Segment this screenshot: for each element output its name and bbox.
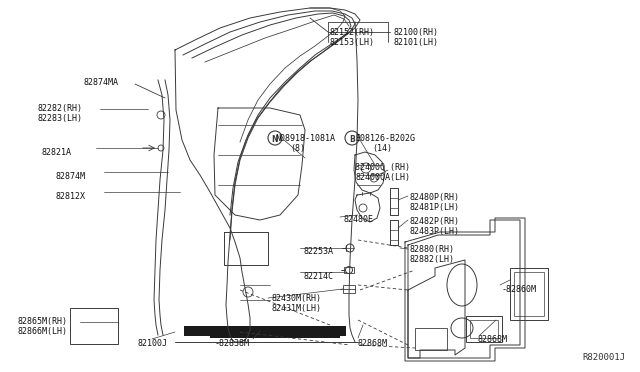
Text: 82400Q (RH): 82400Q (RH)	[355, 163, 410, 172]
Text: 82882(LH): 82882(LH)	[410, 255, 455, 264]
Text: 82874MA: 82874MA	[83, 78, 118, 87]
Text: B: B	[349, 135, 355, 144]
Text: 82481P(LH): 82481P(LH)	[410, 203, 460, 212]
Text: 82880(RH): 82880(RH)	[410, 245, 455, 254]
Text: (8): (8)	[290, 144, 305, 153]
Text: 82812X: 82812X	[56, 192, 86, 201]
Bar	[415, 328, 447, 350]
Text: R820001J: R820001J	[582, 353, 625, 362]
Text: 82214C: 82214C	[303, 272, 333, 281]
Bar	[70, 308, 118, 344]
Text: 82431M(LH): 82431M(LH)	[272, 304, 322, 313]
Text: 82253A: 82253A	[303, 247, 333, 256]
Text: 82100(RH): 82100(RH)	[393, 28, 438, 37]
Text: B08126-B202G: B08126-B202G	[355, 134, 415, 143]
Text: 82821A: 82821A	[42, 148, 72, 157]
Text: 82866M(LH): 82866M(LH)	[18, 327, 68, 336]
Text: 82874M: 82874M	[56, 172, 86, 181]
Text: 82480E: 82480E	[343, 215, 373, 224]
Text: 82430M(RH): 82430M(RH)	[272, 294, 322, 303]
Bar	[210, 331, 340, 338]
Text: 82868M: 82868M	[358, 339, 388, 348]
Text: N08918-1081A: N08918-1081A	[275, 134, 335, 143]
Text: (14): (14)	[372, 144, 392, 153]
Bar	[470, 320, 498, 338]
Bar	[184, 326, 346, 336]
Text: 82483P(LH): 82483P(LH)	[410, 227, 460, 236]
Text: 82480P(RH): 82480P(RH)	[410, 193, 460, 202]
Bar	[343, 285, 355, 293]
Text: N: N	[272, 135, 278, 144]
Text: -82860M: -82860M	[502, 285, 537, 294]
Text: 82865M(RH): 82865M(RH)	[18, 317, 68, 326]
Text: 82153(LH): 82153(LH)	[330, 38, 375, 47]
Bar	[514, 272, 544, 316]
Text: 82482P(RH): 82482P(RH)	[410, 217, 460, 226]
Text: 82400QA(LH): 82400QA(LH)	[355, 173, 410, 182]
Text: 82868M: 82868M	[478, 335, 508, 344]
Text: 82283(LH): 82283(LH)	[38, 114, 83, 123]
Text: 82152(RH): 82152(RH)	[330, 28, 375, 37]
Bar	[510, 268, 548, 320]
Text: -82838M: -82838M	[215, 339, 250, 348]
Bar	[466, 316, 502, 342]
Bar	[344, 267, 354, 273]
Text: 82100J: 82100J	[138, 339, 168, 348]
Text: 82101(LH): 82101(LH)	[393, 38, 438, 47]
Text: 82282(RH): 82282(RH)	[38, 104, 83, 113]
